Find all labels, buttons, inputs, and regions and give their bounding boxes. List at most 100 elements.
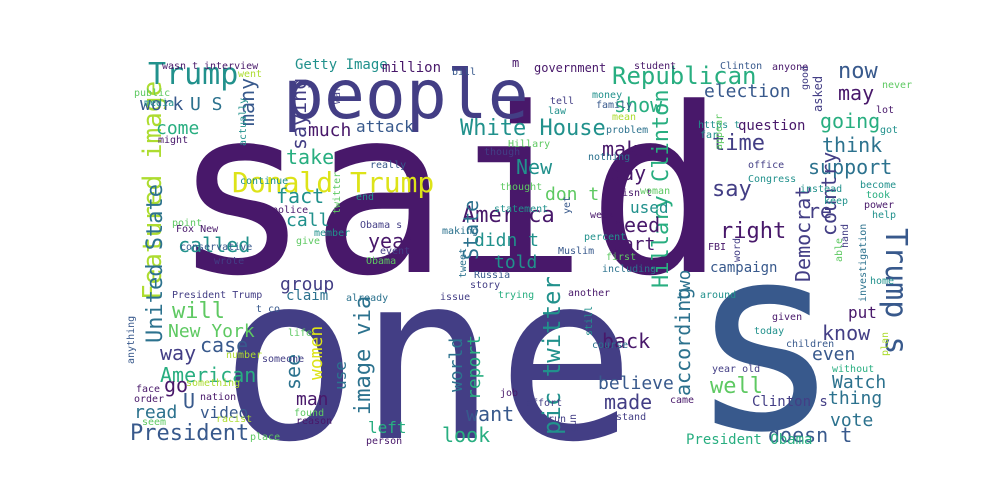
word-call: call	[286, 210, 329, 231]
word-clinton: Clinton	[720, 61, 762, 72]
word-nothing: nothing	[588, 152, 630, 163]
word-wrote: wrote	[214, 256, 244, 267]
word-video: video	[200, 403, 248, 422]
word-told: told	[494, 252, 537, 273]
word-plan: plan	[880, 332, 891, 356]
word-today: today	[754, 326, 784, 337]
word-appear: appear	[714, 114, 725, 150]
word-part: part	[612, 234, 655, 255]
word-white-house: White House	[460, 116, 606, 141]
word-know: know	[822, 321, 871, 345]
word-family: family	[596, 100, 632, 111]
word-vote: vote	[830, 410, 873, 431]
word-featured-image: Featured image	[138, 81, 168, 300]
word-run: run	[548, 414, 566, 425]
word-twitter: twitter	[332, 172, 343, 214]
word-american: American	[160, 363, 256, 387]
word-making: making	[442, 226, 478, 237]
word-clinton-s: Clinton s	[752, 394, 828, 410]
word-yet: yet	[562, 196, 573, 214]
word-say: say	[712, 177, 752, 202]
word-obama-s: Obama s	[360, 220, 402, 231]
word-need: need	[612, 213, 660, 237]
word-actually: actually	[238, 98, 249, 146]
word-point: point	[172, 218, 202, 229]
word-people: people	[283, 56, 529, 135]
word-two: two	[674, 269, 695, 302]
word-power: power	[864, 200, 894, 211]
word-doesn-t: doesn t	[768, 423, 852, 447]
word-issue: issue	[440, 292, 470, 303]
word-bill: bill	[452, 67, 476, 78]
word-home: home	[870, 276, 894, 287]
word-state: State	[459, 200, 483, 260]
word-new: New	[516, 155, 553, 179]
word-m: m	[512, 56, 519, 70]
word-women: women	[306, 326, 327, 380]
word-u-s: U S	[190, 94, 223, 115]
word-conservative: conservative	[180, 242, 252, 253]
word-hand: hand	[840, 224, 851, 248]
word-use: use	[331, 361, 350, 390]
word-went: went	[238, 69, 262, 80]
word-made: made	[604, 390, 652, 414]
word-far: far	[700, 130, 718, 141]
word-story: story	[470, 280, 500, 291]
word-saying: saying	[287, 78, 311, 150]
word-trying: trying	[498, 290, 534, 301]
word-watch: Watch	[832, 372, 886, 393]
word-order: order	[134, 394, 164, 405]
word-event: event	[380, 246, 410, 257]
word-congress: Congress	[748, 174, 796, 185]
word-help: help	[872, 210, 896, 221]
word-used: used	[630, 198, 669, 217]
word-statement: statement	[494, 204, 548, 215]
word-group: group	[280, 274, 334, 295]
word-already: already	[346, 293, 388, 304]
word-didn-t: didn t	[474, 230, 539, 251]
word-media: media	[144, 98, 174, 109]
word-member: member	[314, 228, 350, 239]
word-police: police	[272, 205, 308, 216]
word-asked: asked	[811, 76, 825, 112]
word-want: want	[466, 402, 514, 426]
word-said: said	[172, 60, 726, 327]
word-new-york: New York	[168, 321, 255, 342]
word-may: may	[838, 81, 874, 105]
word-country: country	[817, 152, 841, 236]
word-right: right	[720, 219, 786, 244]
word-wasn-t: wasn t	[162, 61, 198, 72]
word-got: got	[880, 125, 898, 136]
word-children: children	[786, 339, 834, 350]
word-mean: mean	[612, 112, 636, 123]
word-tweet: tweet	[458, 248, 469, 278]
word-look: look	[442, 423, 490, 447]
word-really: really	[370, 160, 406, 171]
word-support: support	[808, 155, 892, 179]
word-united-state: United State	[143, 184, 168, 343]
word-million: million	[382, 60, 441, 76]
word-many: many	[235, 78, 259, 126]
word-face: face	[136, 384, 160, 395]
word-well: well	[710, 374, 763, 399]
word-president-obama: President Obama	[686, 432, 812, 448]
word-s: s	[688, 191, 842, 489]
word-given: given	[772, 312, 802, 323]
word-day: day	[610, 161, 646, 185]
word-office: office	[748, 160, 784, 171]
word-found: found	[294, 408, 324, 419]
word-stand: stand	[616, 412, 646, 423]
word-according: according	[671, 288, 695, 396]
word-tell: tell	[550, 96, 574, 107]
word-see: see	[281, 354, 305, 390]
word-year: year	[368, 229, 416, 253]
word-end: end	[356, 192, 374, 203]
word-take: take	[286, 145, 334, 169]
word-pic-twitter: pic twitter	[538, 276, 566, 435]
word-something: something	[186, 378, 240, 389]
word-russia: Russia	[474, 270, 510, 281]
word-government: government	[534, 61, 606, 75]
word-re: re	[808, 199, 832, 223]
word-woman: woman	[640, 186, 670, 197]
